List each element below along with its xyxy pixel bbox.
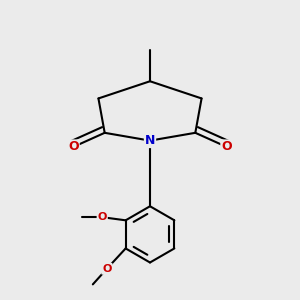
Text: O: O: [221, 140, 232, 153]
Text: N: N: [145, 134, 155, 147]
Text: O: O: [98, 212, 107, 222]
Text: O: O: [68, 140, 79, 153]
Text: O: O: [102, 264, 112, 274]
